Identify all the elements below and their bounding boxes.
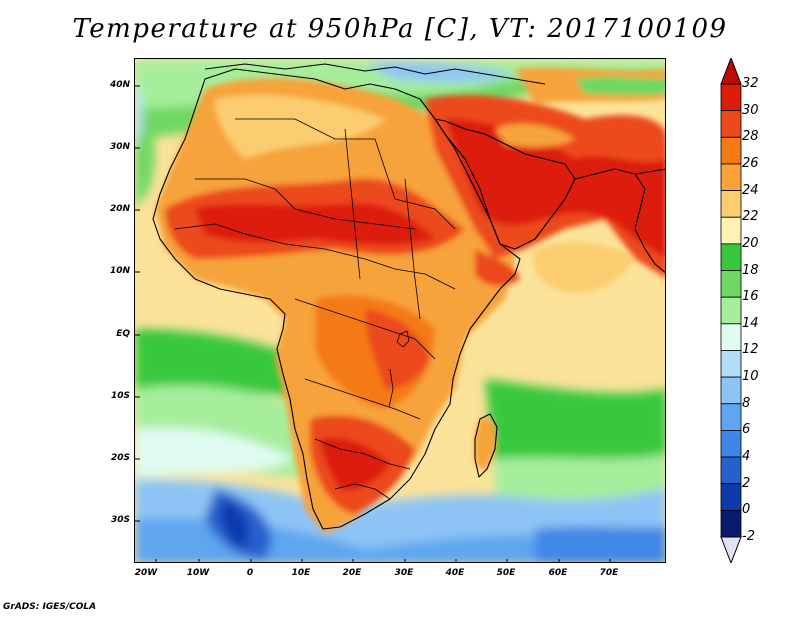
colorbar-label: 30 — [742, 102, 759, 118]
colorbar-label: -2 — [742, 529, 755, 544]
colorbar-swatches — [720, 83, 742, 538]
colorbar-label: 14 — [742, 315, 759, 331]
coastlines — [152, 63, 665, 530]
credit-text: GrADS: IGES/COLA — [3, 602, 97, 612]
colorbar-label: 22 — [742, 209, 759, 225]
colorbar-label: 2 — [742, 475, 751, 491]
colorbar-label: 12 — [742, 342, 759, 358]
chart-title: Temperature at 950hPa [C], VT: 201710010… — [72, 14, 728, 44]
lat-tick-label: EQ — [116, 329, 130, 339]
colorbar-label: 8 — [742, 395, 751, 411]
colorbar-swatch — [720, 110, 742, 138]
lon-tick-label: 10W — [186, 568, 210, 578]
colorbar-swatch — [720, 456, 742, 485]
colorbar-label: 18 — [742, 262, 759, 278]
lat-tick-label: 40N — [109, 80, 130, 90]
colorbar-swatch — [720, 430, 742, 458]
temperature-map — [135, 59, 665, 562]
colorbar-swatch — [720, 190, 742, 218]
colorbar-swatch — [720, 483, 742, 511]
colorbar-swatch — [720, 163, 742, 191]
colorbar-swatch — [720, 376, 742, 405]
lon-tick-label: 0 — [246, 568, 254, 578]
colorbar-swatch — [720, 350, 742, 378]
map-panel — [134, 58, 666, 563]
axis-ticks — [135, 85, 611, 562]
colorbar-label: 24 — [742, 182, 759, 198]
lon-tick-label: 30E — [394, 568, 414, 578]
colorbar-label: 0 — [742, 502, 751, 518]
colorbar-label: 10 — [742, 369, 759, 385]
lat-tick-label: 20S — [110, 453, 130, 463]
lat-tick-label: 10S — [110, 391, 130, 401]
colorbar-label: 32 — [742, 76, 759, 91]
colorbar-swatch — [720, 216, 742, 245]
colorbar-label: 26 — [742, 155, 759, 171]
colorbar-swatch — [720, 83, 742, 112]
lat-tick-label: 10N — [109, 266, 130, 276]
lat-tick-label: 20N — [109, 204, 130, 214]
lat-tick-label: 30S — [110, 515, 130, 525]
colorbar-swatch — [720, 296, 742, 325]
colorbar-swatch — [720, 243, 742, 271]
colorbar-top-arrow — [720, 58, 742, 85]
colorbar-bottom-arrow — [720, 536, 742, 563]
lat-tick-label: 30N — [109, 142, 130, 152]
colorbar-label: 4 — [742, 449, 751, 465]
colorbar-label: 20 — [742, 235, 759, 251]
lon-tick-label: 20W — [134, 568, 158, 578]
lon-tick-label: 50E — [496, 568, 516, 578]
lon-tick-label: 10E — [291, 568, 311, 578]
lon-tick-label: 60E — [548, 568, 568, 578]
colorbar-label: 16 — [742, 289, 759, 305]
colorbar-swatch — [720, 323, 742, 351]
lon-tick-label: 20E — [342, 568, 362, 578]
lon-tick-label: 70E — [599, 568, 619, 578]
colorbar-label: 6 — [742, 422, 751, 438]
colorbar-swatch — [720, 403, 742, 431]
colorbar-swatch — [720, 509, 742, 538]
colorbar — [720, 58, 742, 563]
land-temperature — [155, 67, 665, 534]
lon-tick-label: 40E — [445, 568, 465, 578]
colorbar-swatch — [720, 270, 742, 298]
colorbar-swatch — [720, 136, 742, 165]
colorbar-label: 28 — [742, 129, 759, 145]
